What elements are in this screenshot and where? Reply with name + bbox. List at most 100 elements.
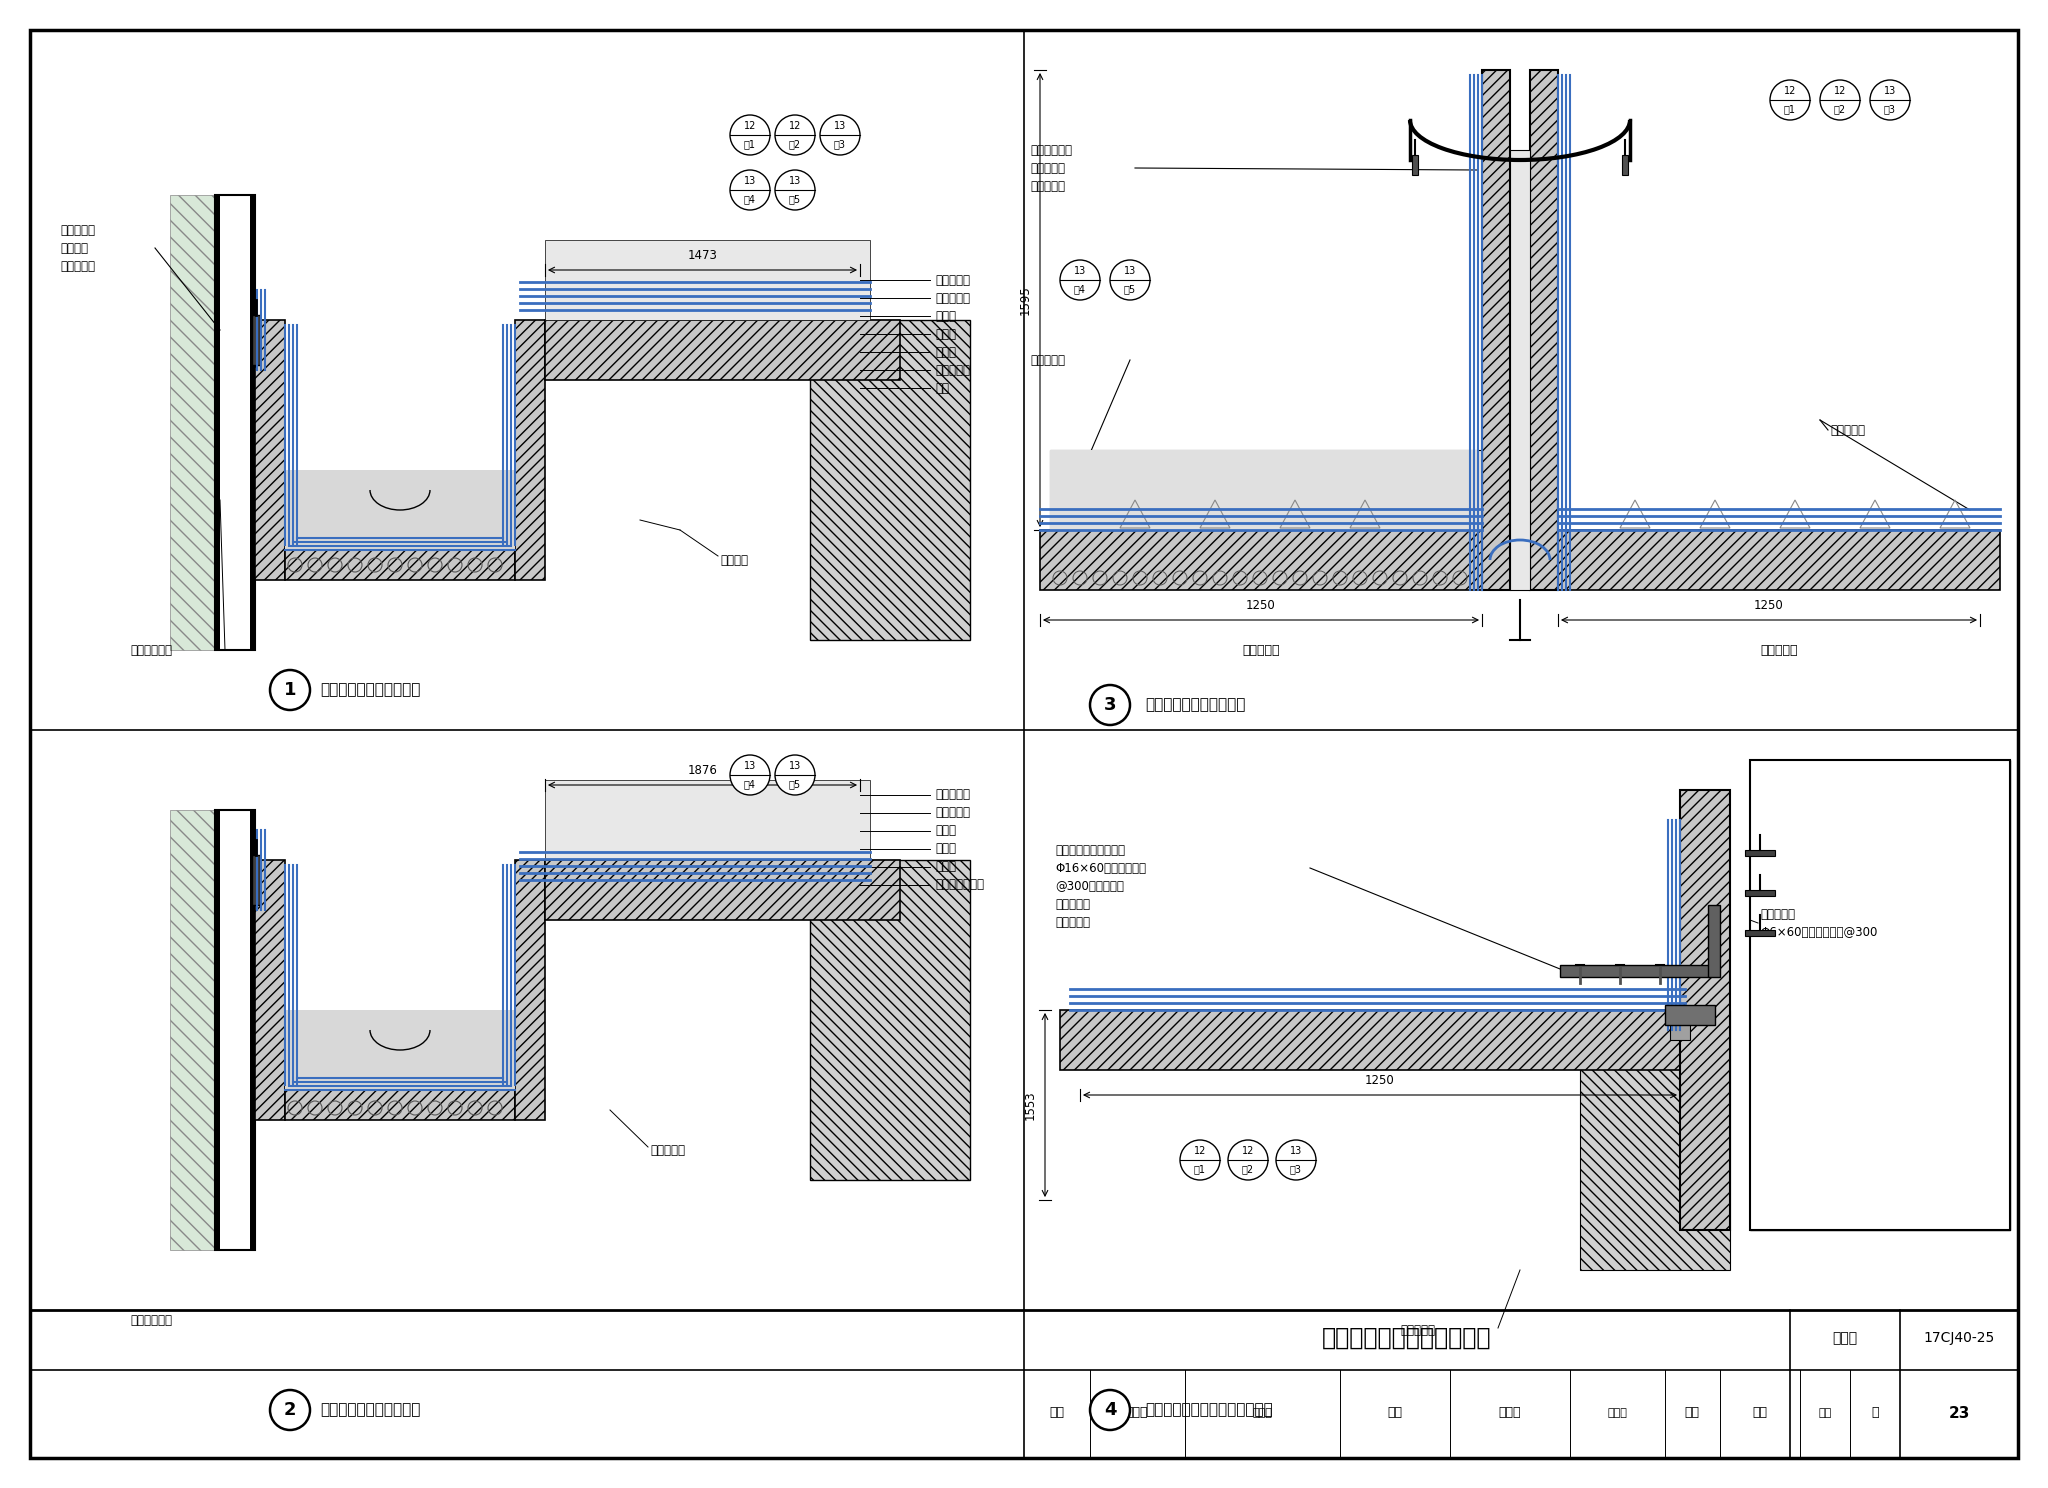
Text: 13: 13 [1884,86,1896,97]
Circle shape [774,754,815,795]
Text: 屋2: 屋2 [788,138,801,149]
Polygon shape [256,320,285,580]
Circle shape [1090,684,1130,725]
Text: 页: 页 [1872,1406,1878,1420]
Text: 屋4: 屋4 [1073,284,1085,295]
Text: 12: 12 [1241,1146,1253,1156]
Polygon shape [285,1091,514,1120]
Text: 水泥钉固定: 水泥钉固定 [1030,162,1065,174]
Text: 不锈钢（铝合金）盖板: 不锈钢（铝合金）盖板 [1055,844,1124,857]
Circle shape [1229,1140,1268,1180]
Text: 1473: 1473 [688,248,717,262]
Text: 外墙保温材料: 外墙保温材料 [129,643,172,656]
Text: 17CJ40-25: 17CJ40-25 [1923,1330,1995,1345]
Text: 1250: 1250 [1366,1074,1395,1088]
Bar [252,856,260,905]
Text: 檐沟（有保温、正置式）: 檐沟（有保温、正置式） [319,683,420,698]
Polygon shape [1061,1010,1679,1070]
Circle shape [1769,80,1810,121]
Polygon shape [811,320,971,640]
Text: 找坡层: 找坡层 [936,327,956,341]
Polygon shape [1483,70,1509,591]
Text: 1876: 1876 [688,763,717,777]
Polygon shape [545,320,899,379]
Bar [250,195,256,650]
Polygon shape [285,551,514,580]
Text: 压条固定: 压条固定 [59,241,88,254]
Polygon shape [1051,449,1477,530]
Text: 3: 3 [1104,696,1116,714]
Text: 任春璃: 任春璃 [1608,1408,1626,1418]
Text: 13: 13 [743,760,756,771]
Polygon shape [170,809,215,1250]
Circle shape [270,670,309,710]
Text: 张筠: 张筠 [1753,1406,1767,1420]
Text: 屋1: 屋1 [1784,104,1796,115]
Text: 1553: 1553 [1024,1091,1036,1120]
Circle shape [729,754,770,795]
Text: 2: 2 [285,1402,297,1420]
Text: 1595: 1595 [1020,286,1032,315]
Text: 水泥钉金属: 水泥钉金属 [59,223,94,237]
Text: 屋3: 屋3 [1884,104,1896,115]
Text: 钢筋混凝土: 钢筋混凝土 [936,363,971,376]
Text: 密封胶密封: 密封胶密封 [1055,915,1090,929]
Text: 13: 13 [788,760,801,771]
Text: 屋面防水层: 屋面防水层 [936,274,971,287]
Polygon shape [1530,70,1559,591]
Text: 屋5: 屋5 [788,780,801,789]
Text: 保温层: 保温层 [936,345,956,359]
Bar [1665,1004,1714,1025]
Bar [215,195,256,650]
Text: 审核: 审核 [1049,1406,1065,1420]
Text: 1250: 1250 [1755,600,1784,612]
Text: 13: 13 [1073,266,1085,275]
Polygon shape [514,860,545,1120]
Text: （倒置式）: （倒置式） [1243,643,1280,656]
Bar [215,809,256,1250]
Text: （正置式）: （正置式） [1759,643,1798,656]
Text: 找平层: 找平层 [936,310,956,323]
Polygon shape [514,320,545,580]
Text: 成品金属盖板: 成品金属盖板 [1030,143,1071,156]
Text: 防水附加层: 防水附加层 [936,292,971,305]
Text: 设计: 设计 [1686,1406,1700,1420]
Polygon shape [1579,1010,1731,1269]
Text: 13: 13 [1290,1146,1303,1156]
Text: 12: 12 [788,121,801,131]
Circle shape [774,115,815,155]
Text: 13: 13 [834,121,846,131]
Text: 屋5: 屋5 [1124,284,1137,295]
Text: 13: 13 [743,176,756,186]
Text: 李梅玲: 李梅玲 [1126,1406,1149,1420]
Text: 4: 4 [1104,1402,1116,1420]
Circle shape [1061,260,1100,301]
Text: 防水附加层: 防水附加层 [1030,354,1065,366]
Circle shape [270,1390,309,1430]
Text: 纹鱼: 纹鱼 [1819,1408,1831,1418]
Polygon shape [170,195,215,650]
Bar [1669,1010,1690,1040]
Text: 1: 1 [285,682,297,699]
Text: 屋3: 屋3 [1290,1164,1303,1174]
Bar [1411,155,1417,176]
Bar [1051,449,1483,530]
Text: 高低跨屋面变形缝防水构造做法: 高低跨屋面变形缝防水构造做法 [1145,1403,1272,1418]
Text: 屋2: 屋2 [1833,104,1845,115]
Bar [285,470,514,551]
Text: 12: 12 [743,121,756,131]
Bar [1749,760,2009,1231]
Text: 密封胶密封: 密封胶密封 [59,259,94,272]
Bar [1622,155,1628,176]
Polygon shape [256,860,285,1120]
Circle shape [1180,1140,1221,1180]
Text: 屋2: 屋2 [1241,1164,1253,1174]
Bar [545,780,870,860]
Circle shape [1870,80,1911,121]
Text: 屋1: 屋1 [743,138,756,149]
Bar [1708,905,1720,978]
Text: 12: 12 [1194,1146,1206,1156]
Text: 13: 13 [788,176,801,186]
Text: 23: 23 [1948,1406,1970,1421]
Text: 屋4: 屋4 [743,193,756,204]
